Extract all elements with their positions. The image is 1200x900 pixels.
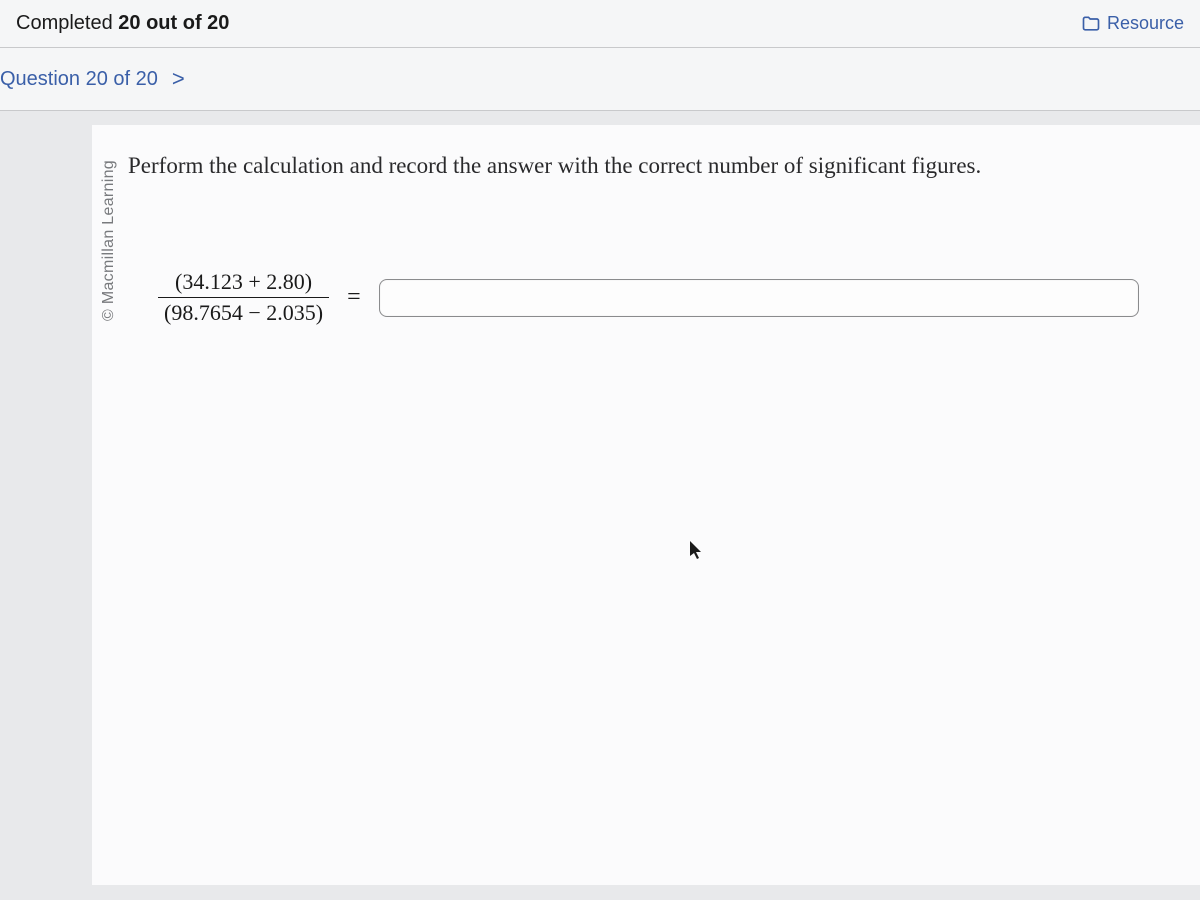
completed-prefix: Completed [16,12,118,34]
equals-sign: = [347,284,361,311]
fraction-denominator: (98.7654 − 2.035) [158,298,329,326]
equation-row: (34.123 + 2.80) (98.7654 − 2.035) = [158,269,1172,326]
resources-label: Resource [1107,13,1184,34]
folder-icon [1081,14,1101,34]
fraction-numerator: (34.123 + 2.80) [169,269,318,297]
top-progress-bar: Completed 20 out of 20 Resource [0,0,1200,48]
question-prompt: Perform the calculation and record the a… [128,153,1172,179]
completed-count: 20 out of 20 [118,12,229,34]
fraction: (34.123 + 2.80) (98.7654 − 2.035) [158,269,329,326]
content-wrapper: © Macmillan Learning Perform the calcula… [0,111,1200,885]
resources-button[interactable]: Resource [1081,13,1184,34]
question-number-label: Question 20 of 20 [0,68,158,91]
question-panel: Perform the calculation and record the a… [92,125,1200,885]
completed-status: Completed 20 out of 20 [16,12,229,35]
copyright-label: © Macmillan Learning [100,160,118,321]
answer-input[interactable] [379,279,1139,317]
next-question-chevron[interactable]: > [172,66,185,92]
question-header: Question 20 of 20 > [0,48,1200,111]
question-nav: Question 20 of 20 > [0,66,1200,92]
